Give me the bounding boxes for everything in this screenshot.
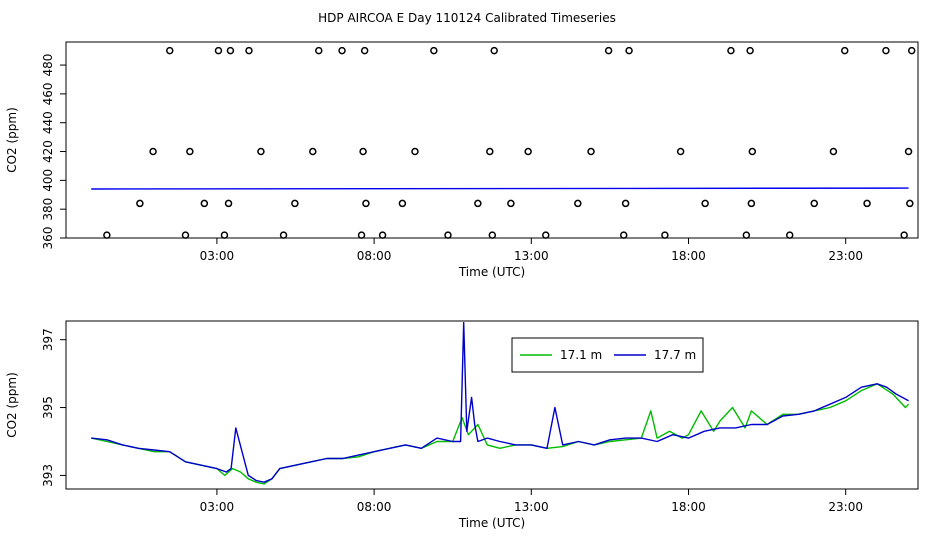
calibration-point	[676, 147, 685, 156]
x-tick-label: 18:00	[671, 500, 706, 514]
calibration-point	[309, 147, 317, 156]
y-tick-label: 440	[41, 111, 55, 134]
y-tick-label: 400	[41, 169, 55, 192]
calibration-point	[257, 147, 265, 156]
calibration-point	[907, 46, 916, 55]
calibration-point	[701, 199, 709, 208]
calibration-point	[490, 46, 498, 55]
calibration-point	[625, 46, 633, 55]
calibration-point	[411, 147, 419, 156]
x-tick-label: 03:00	[200, 500, 235, 514]
calibration-point	[747, 199, 756, 208]
calibration-point	[661, 231, 669, 239]
calibration-point	[748, 147, 757, 156]
y-tick-label: 393	[41, 464, 55, 487]
calibration-point	[214, 46, 223, 55]
calibration-point	[362, 199, 370, 208]
calibration-point	[542, 231, 550, 239]
x-axis-label: Time (UTC)	[458, 516, 525, 530]
calibration-point	[378, 231, 387, 239]
calibration-point	[882, 46, 890, 55]
calibration-point	[430, 46, 438, 55]
x-tick-label: 08:00	[357, 500, 392, 514]
calibration-point	[181, 231, 190, 239]
calibration-point	[785, 231, 794, 239]
plot-frame	[65, 320, 919, 490]
calibration-point	[900, 231, 908, 239]
series-line-0	[91, 187, 909, 190]
calibration-point	[315, 46, 323, 55]
calibration-point	[829, 147, 838, 156]
y-axis-label: CO2 (ppm)	[5, 107, 19, 173]
y-tick-label: 360	[41, 227, 55, 250]
x-tick-label: 18:00	[671, 249, 706, 263]
series-line-0	[91, 383, 910, 485]
calibration-point	[149, 147, 157, 156]
x-tick-label: 13:00	[514, 500, 549, 514]
calibration-point	[604, 46, 613, 55]
calibration-point	[810, 199, 819, 208]
chart-title: HDP AIRCOA E Day 110124 Calibrated Times…	[318, 11, 616, 25]
y-tick-label: 395	[41, 396, 55, 419]
x-tick-label: 23:00	[828, 500, 863, 514]
calibration-point	[488, 231, 497, 239]
y-tick-label: 380	[41, 198, 55, 221]
calibration-point	[226, 46, 235, 55]
top-panel: 03:00 08:00 13:00 18:00 23:00 Time (UTC) 360 38…	[5, 41, 919, 279]
calibration-point	[574, 199, 582, 208]
y-axis-label: CO2 (ppm)	[5, 372, 19, 438]
calibration-point	[200, 199, 209, 208]
calibration-point	[619, 231, 628, 239]
legend: 17.1 m 17.7 m	[511, 337, 704, 373]
plot-frame	[65, 41, 919, 239]
bottom-panel: 03:00 08:00 13:00 18:00 23:00 Time (UTC) 393 39…	[5, 320, 919, 530]
calibration-point	[103, 231, 111, 239]
calibration-point	[245, 46, 253, 55]
calibration-point	[165, 46, 174, 55]
x-tick-label: 08:00	[357, 249, 392, 263]
calibration-point	[727, 46, 735, 55]
calibration-point	[507, 199, 515, 208]
calibration-point	[357, 231, 366, 239]
calibration-point	[621, 199, 630, 208]
y-tick-label: 480	[41, 54, 55, 77]
calibration-point	[906, 199, 914, 208]
y-tick-label: 460	[41, 82, 55, 105]
x-tick-label: 03:00	[200, 249, 235, 263]
calibration-point	[338, 46, 346, 55]
x-tick-label: 13:00	[514, 249, 549, 263]
legend-label: 17.7 m	[654, 348, 696, 362]
calibration-point	[186, 147, 194, 156]
calibration-point	[136, 199, 144, 208]
calibration-point	[474, 199, 482, 208]
y-tick-label: 420	[41, 140, 55, 163]
legend-label: 17.1 m	[560, 348, 602, 362]
y-tick-label: 397	[41, 328, 55, 351]
calibration-point	[279, 231, 288, 239]
calibration-point	[444, 231, 452, 239]
calibration-point	[360, 46, 369, 55]
calibration-point	[587, 147, 595, 156]
calibration-point	[220, 231, 229, 239]
x-tick-label: 23:00	[828, 249, 863, 263]
calibration-point	[863, 199, 871, 208]
series-line-1	[91, 322, 909, 483]
calibration-point	[524, 147, 532, 156]
calibration-point	[398, 199, 407, 208]
calibration-point	[904, 147, 913, 156]
calibration-point	[359, 147, 367, 156]
calibration-point	[840, 46, 849, 55]
calibration-point	[746, 46, 754, 55]
x-axis-label: Time (UTC)	[458, 265, 525, 279]
calibration-point	[742, 231, 751, 239]
calibration-point	[224, 199, 233, 208]
calibration-point	[486, 147, 494, 156]
calibration-point	[291, 199, 299, 208]
